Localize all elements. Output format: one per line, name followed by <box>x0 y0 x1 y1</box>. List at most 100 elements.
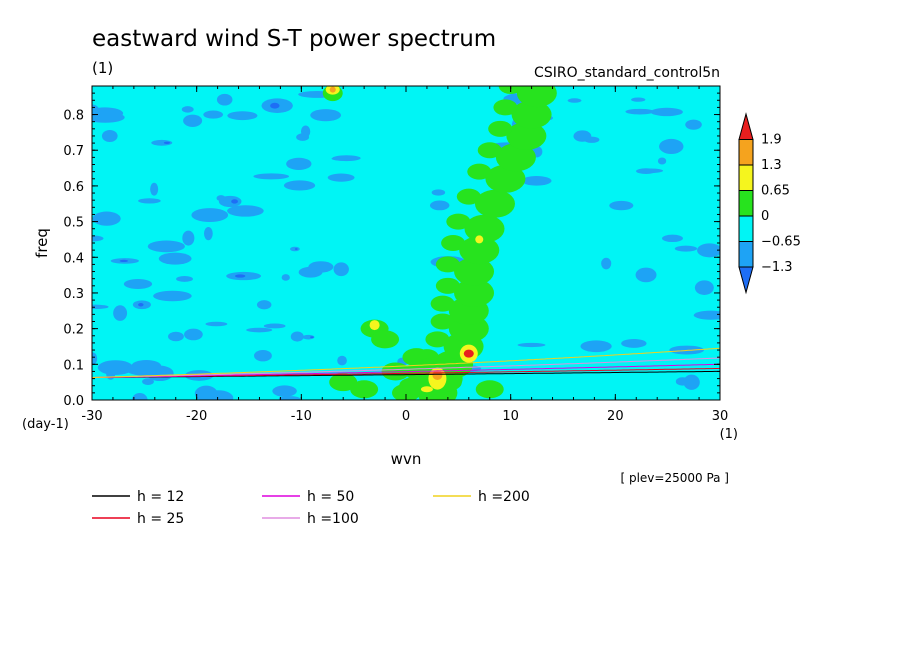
negative-contour <box>517 342 546 348</box>
negative-contour <box>621 338 647 348</box>
positive-contour <box>475 380 504 399</box>
x-tick-label: 10 <box>502 409 519 424</box>
negative-contour <box>298 266 323 278</box>
colorbar-swatch <box>738 190 754 217</box>
negative-contour <box>286 157 312 170</box>
negative-contour <box>302 334 315 340</box>
strong-negative-contour <box>163 141 171 144</box>
negative-contour <box>227 205 264 217</box>
legend: h = 12 h = 25 h = 50 h =100 h =200 <box>92 489 530 527</box>
negative-contour <box>203 110 224 119</box>
level-label: [ plev=25000 Pa ] <box>620 471 729 485</box>
positive-contour <box>493 99 518 116</box>
negative-contour <box>184 328 203 341</box>
negative-contour <box>253 173 290 180</box>
negative-contour <box>254 349 272 362</box>
negative-contour <box>573 130 592 142</box>
core-contour <box>475 235 484 244</box>
negative-contour <box>153 290 192 302</box>
strong-negative-contour <box>119 259 129 263</box>
strong-negative-contour <box>234 274 246 278</box>
positive-contour <box>495 143 536 172</box>
legend-label: h = 12 <box>137 489 184 505</box>
negative-contour <box>132 393 148 400</box>
y-tick-label: 0.4 <box>63 251 84 266</box>
negative-contour <box>333 262 349 277</box>
negative-contour <box>683 374 700 390</box>
negative-contour <box>638 168 664 174</box>
negative-contour <box>204 226 213 241</box>
dispersion-curve <box>92 363 720 378</box>
negative-contour <box>283 180 316 191</box>
negative-contour <box>281 274 290 281</box>
positive-contour <box>506 121 547 150</box>
strong-negative-contour <box>270 102 280 109</box>
negative-contour <box>142 378 154 385</box>
colorbar-swatch <box>738 112 754 140</box>
y-tick-label: 0.7 <box>63 144 84 159</box>
positive-contour <box>459 236 500 265</box>
negative-contour <box>635 267 657 283</box>
y-tick-label: 0.3 <box>63 287 84 302</box>
plot-background <box>92 86 720 400</box>
negative-contour <box>290 331 304 342</box>
negative-contour <box>272 385 297 397</box>
x-tick-label: -10 <box>291 409 312 424</box>
colorbar-swatch <box>738 266 754 295</box>
y-tick-label: 0.8 <box>63 109 84 124</box>
negative-contour <box>151 139 173 146</box>
negative-contour <box>263 323 286 329</box>
negative-contour <box>106 368 116 380</box>
positive-contour <box>350 380 379 399</box>
colorbar-swatch <box>738 241 754 268</box>
strong-negative-contour <box>138 303 144 307</box>
negative-contour <box>113 305 128 321</box>
positive-contour <box>435 277 460 294</box>
negative-contour <box>101 130 118 143</box>
negative-contour <box>92 352 98 365</box>
legend-label: h = 25 <box>137 511 184 527</box>
negative-contour <box>182 230 195 246</box>
negative-contour <box>92 107 124 120</box>
negative-contour <box>216 195 226 202</box>
y-axis-label: freq <box>33 228 51 258</box>
run-label: CSIRO_standard_control5n <box>534 65 720 81</box>
x-axis-units: (1) <box>720 427 738 442</box>
negative-contour <box>327 173 355 182</box>
title-units: (1) <box>92 59 113 77</box>
negative-contour <box>693 310 720 320</box>
negative-contour <box>181 106 194 113</box>
negative-contour <box>92 235 104 242</box>
core-contour <box>329 86 336 93</box>
positive-contour <box>456 188 481 205</box>
negative-contour <box>191 208 229 222</box>
negative-contour <box>697 243 720 258</box>
plot-area <box>92 86 720 400</box>
negative-contour <box>125 363 164 376</box>
negative-contour <box>92 304 109 310</box>
dispersion-curve <box>92 347 720 378</box>
colorbar-label: 1.3 <box>761 158 782 173</box>
x-axis: -30 -20 -10 0 10 20 30 <box>81 86 728 424</box>
x-tick-label: 0 <box>402 409 410 424</box>
positive-contour <box>430 295 455 312</box>
negative-contour <box>431 189 446 196</box>
negative-contour <box>310 109 342 122</box>
negative-contour <box>675 377 690 386</box>
positive-contour <box>488 120 513 137</box>
y-tick-label: 0.5 <box>63 216 84 231</box>
strong-negative-contour <box>294 248 298 250</box>
negative-contour <box>256 300 272 310</box>
colorbar-label: 1.9 <box>761 133 782 148</box>
chart-title: eastward wind S-T power spectrum <box>92 26 496 52</box>
negative-contour <box>158 252 192 265</box>
positive-contour <box>467 163 492 180</box>
positive-contour <box>511 100 552 129</box>
negative-contour <box>429 200 450 211</box>
negative-contour <box>246 327 273 333</box>
positive-contour <box>485 164 526 193</box>
negative-contour <box>123 278 153 290</box>
negative-contour <box>92 211 121 226</box>
legend-label: h =100 <box>307 511 359 527</box>
